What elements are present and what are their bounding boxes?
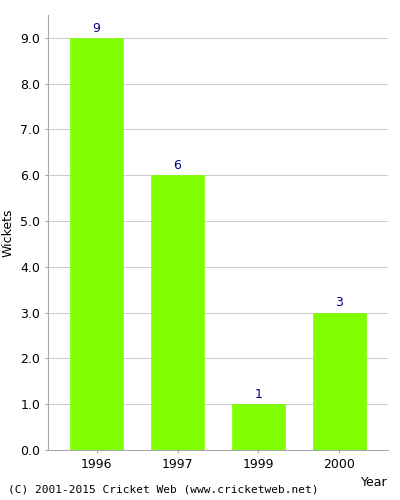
X-axis label: Year: Year — [361, 476, 388, 489]
Text: 6: 6 — [174, 159, 182, 172]
Text: (C) 2001-2015 Cricket Web (www.cricketweb.net): (C) 2001-2015 Cricket Web (www.cricketwe… — [8, 485, 318, 495]
Bar — [313, 312, 366, 450]
Text: 1: 1 — [254, 388, 262, 401]
Text: 9: 9 — [93, 22, 100, 35]
Bar — [151, 176, 204, 450]
Bar — [70, 38, 123, 450]
Bar — [232, 404, 285, 450]
Text: 3: 3 — [336, 296, 343, 310]
Y-axis label: Wickets: Wickets — [2, 208, 15, 257]
